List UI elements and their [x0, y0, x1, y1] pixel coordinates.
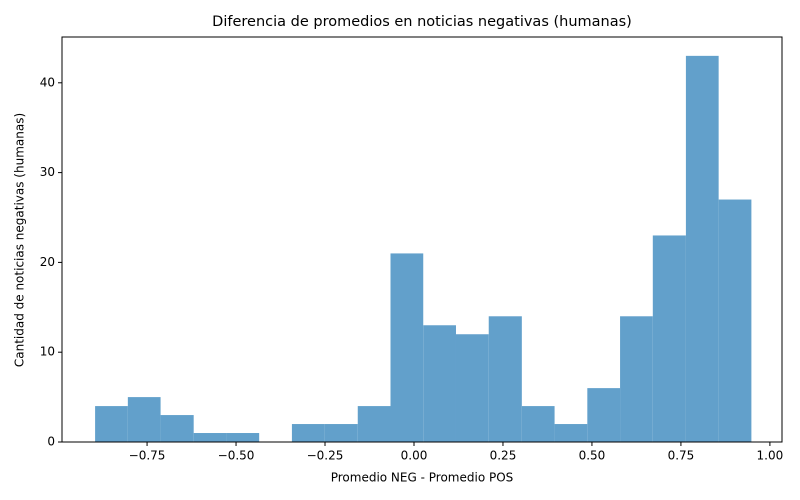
- bar: [291, 424, 325, 442]
- bar: [521, 406, 555, 442]
- bar: [455, 334, 489, 442]
- bar: [652, 235, 686, 442]
- bar: [160, 415, 194, 442]
- bar: [193, 433, 227, 442]
- y-tick-label: 10: [40, 345, 55, 359]
- x-tick-label: 0.75: [668, 449, 695, 463]
- x-tick-label: 1.00: [757, 449, 784, 463]
- x-tick-label: 0.00: [401, 449, 428, 463]
- x-axis-label: Promedio NEG - Promedio POS: [331, 471, 514, 485]
- bar: [226, 433, 260, 442]
- y-tick-label: 0: [47, 435, 55, 449]
- x-tick-label: 0.25: [490, 449, 517, 463]
- x-tick-label: −0.50: [218, 449, 255, 463]
- chart-title: Diferencia de promedios en noticias nega…: [212, 14, 632, 30]
- x-tick-label: −0.25: [307, 449, 344, 463]
- y-tick-label: 20: [40, 255, 55, 269]
- bar: [127, 397, 161, 442]
- y-axis-label: Cantidad de noticias negativas (humanas): [13, 113, 27, 367]
- bar: [390, 253, 424, 442]
- bar: [423, 325, 456, 442]
- bar: [620, 316, 653, 442]
- bar: [488, 316, 522, 442]
- x-tick-label: 0.50: [579, 449, 606, 463]
- bar: [587, 388, 621, 442]
- bar: [95, 406, 128, 442]
- bar: [554, 424, 588, 442]
- x-tick-label: −0.75: [129, 449, 166, 463]
- bar: [324, 424, 358, 442]
- plot-frame: [61, 36, 783, 443]
- bar: [685, 55, 719, 442]
- bar: [357, 406, 391, 442]
- bar: [718, 199, 752, 442]
- y-tick-label: 40: [40, 75, 55, 89]
- y-tick-label: 30: [40, 165, 55, 179]
